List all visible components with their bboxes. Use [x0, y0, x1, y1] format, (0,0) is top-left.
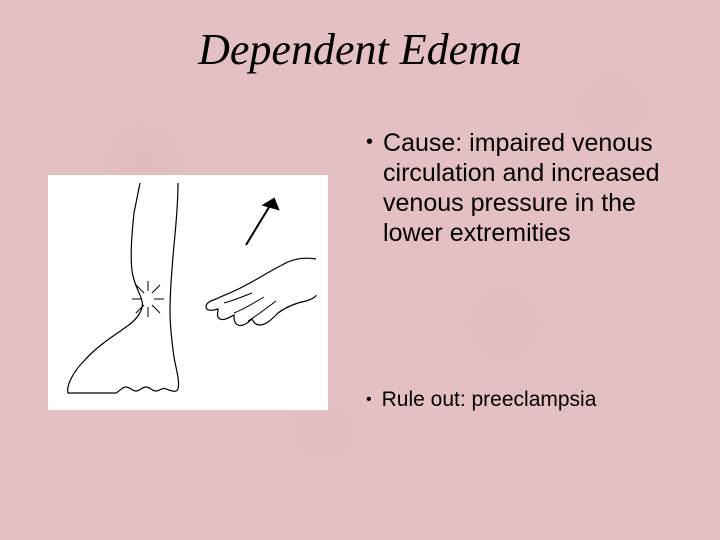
bullet-text: Cause: impaired venous circulation and i…: [383, 128, 692, 248]
bullet-ruleout: • Rule out: preeclampsia: [362, 388, 692, 412]
slide-title: Dependent Edema: [0, 24, 720, 75]
foot-hand-line-drawing-icon: [48, 175, 328, 410]
bullet-cause: • Cause: impaired venous circulation and…: [362, 128, 692, 248]
edema-illustration: [48, 175, 328, 410]
bullet-dot-icon: •: [366, 128, 373, 156]
bullet-text: Rule out: preeclampsia: [382, 388, 597, 412]
bullet-dot-icon: •: [366, 388, 372, 412]
slide: Dependent Edema: [0, 0, 720, 540]
bullet-list: • Cause: impaired venous circulation and…: [362, 128, 692, 412]
